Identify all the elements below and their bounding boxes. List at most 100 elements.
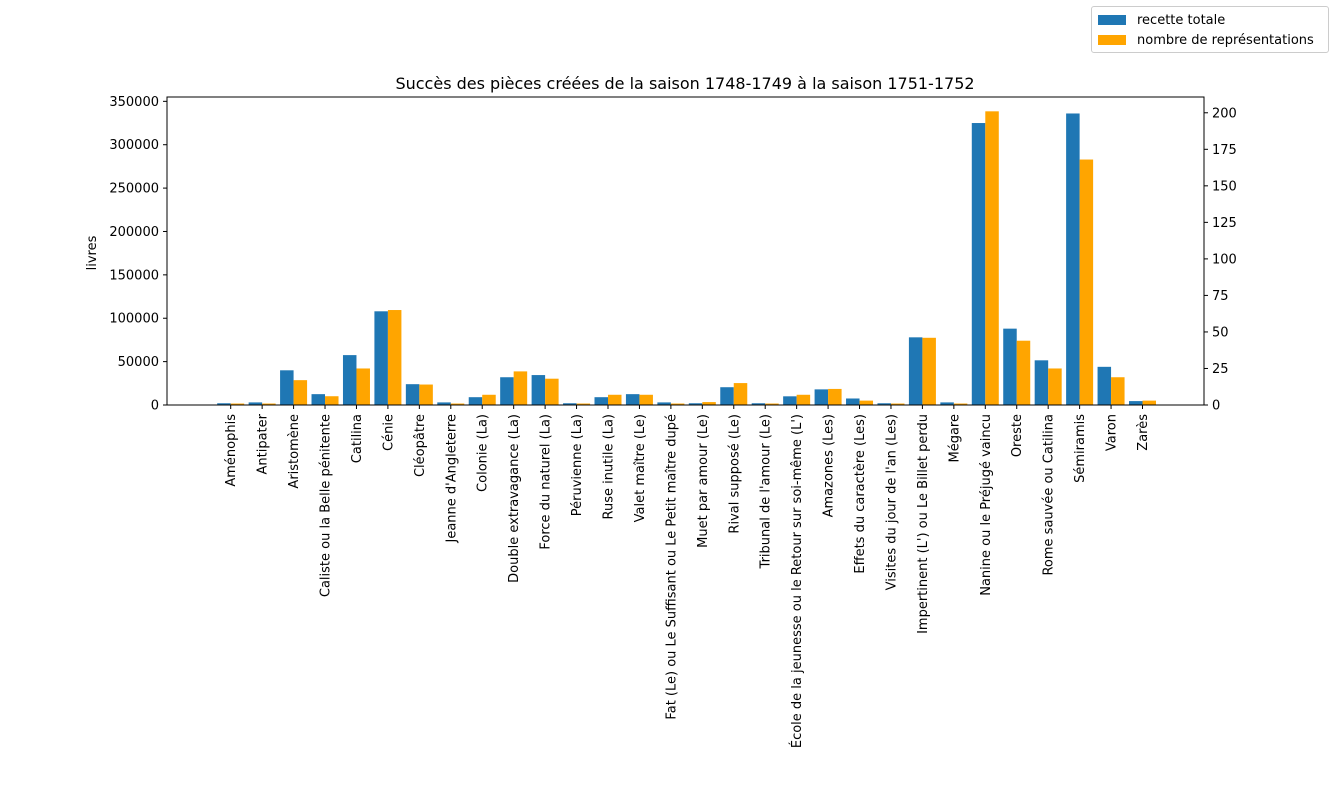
x-tick-label-23: Mégare <box>947 414 962 463</box>
bar-recette-28 <box>1097 366 1112 405</box>
bar-recette-9 <box>500 377 514 405</box>
bar-recette-23 <box>940 402 954 405</box>
bar-representations-14 <box>670 403 685 405</box>
x-tick-label-0: Aménophis <box>224 414 239 487</box>
bar-representations-9 <box>513 371 528 405</box>
x-tick-label-26: Rome sauvée ou Catilina <box>1042 414 1057 576</box>
x-tick-label-4: Catilina <box>350 414 365 463</box>
bar-recette-3 <box>311 394 326 405</box>
x-tick-label-19: Amazones (Les) <box>822 414 837 517</box>
bar-recette-5 <box>374 311 388 405</box>
x-tick-label-5: Cénie <box>381 414 396 451</box>
x-tick-label-28: Varon <box>1105 414 1120 451</box>
x-tick-label-12: Ruse inutile (La) <box>602 414 617 520</box>
bar-recette-18 <box>783 396 797 405</box>
bar-representations-15 <box>702 402 716 405</box>
bar-recette-7 <box>437 402 451 405</box>
x-tick-label-18: École de la jeunesse ou le Retour sur so… <box>789 414 805 748</box>
legend-label-representations: nombre de représentations <box>1137 32 1314 48</box>
bar-representations-1 <box>262 403 276 405</box>
legend-label-recette: recette totale <box>1137 12 1226 28</box>
bar-recette-24 <box>971 123 986 405</box>
bar-representations-8 <box>482 394 496 405</box>
x-tick-label-14: Fat (Le) ou Le Suffisant ou Le Petit maî… <box>664 414 679 720</box>
y-tick-label-2: 100000 <box>109 312 159 327</box>
bar-representations-6 <box>419 384 433 405</box>
bar-representations-16 <box>733 383 748 405</box>
y-right-tick-label-4: 100 <box>1212 252 1237 267</box>
legend-swatch-recette <box>1098 15 1126 25</box>
x-tick-label-2: Aristomène <box>287 414 302 489</box>
x-tick-label-13: Valet maître (Le) <box>633 414 648 522</box>
bar-recette-13 <box>625 394 640 405</box>
bar-recette-14 <box>657 402 671 405</box>
bar-representations-24 <box>985 111 999 405</box>
y-tick-label-0: 0 <box>151 399 159 414</box>
x-tick-label-10: Force du naturel (La) <box>539 414 554 550</box>
bar-recette-12 <box>594 397 608 405</box>
bar-representations-13 <box>639 394 653 405</box>
bar-representations-17 <box>765 403 779 405</box>
bar-recette-29 <box>1129 401 1143 405</box>
x-tick-label-16: Rival supposé (Le) <box>727 414 742 534</box>
bar-recette-0 <box>217 403 231 405</box>
y-right-tick-label-3: 75 <box>1212 289 1229 304</box>
y-right-tick-label-5: 125 <box>1212 216 1237 231</box>
x-tick-label-11: Péruvienne (La) <box>570 414 585 516</box>
y-right-tick-label-1: 25 <box>1212 362 1229 377</box>
bar-representations-26 <box>1048 368 1062 405</box>
y-tick-label-6: 300000 <box>109 138 159 153</box>
y-tick-label-3: 150000 <box>109 268 159 283</box>
bar-representations-19 <box>828 388 842 405</box>
bar-recette-25 <box>1003 328 1017 405</box>
legend: recette totale nombre de représentations <box>1091 6 1329 53</box>
bar-representations-4 <box>356 368 370 405</box>
bar-representations-29 <box>1142 400 1156 405</box>
bar-recette-11 <box>563 403 577 405</box>
bar-representations-5 <box>387 310 402 405</box>
y-tick-label-4: 200000 <box>109 225 159 240</box>
bar-recette-4 <box>342 355 357 405</box>
bar-representations-2 <box>293 380 308 405</box>
bar-representations-7 <box>450 403 465 405</box>
bar-recette-6 <box>405 384 420 405</box>
bar-recette-1 <box>248 402 263 405</box>
bar-representations-25 <box>1016 340 1031 405</box>
bar-representations-0 <box>230 403 245 405</box>
legend-swatch-representations <box>1098 35 1126 45</box>
y-right-tick-label-0: 0 <box>1212 399 1220 414</box>
y-right-tick-label-2: 50 <box>1212 325 1229 340</box>
bar-representations-12 <box>608 394 622 405</box>
bar-representations-20 <box>859 400 874 405</box>
bar-representations-22 <box>922 337 936 405</box>
bars-group <box>217 111 1156 405</box>
x-tick-label-9: Double extravagance (La) <box>507 414 522 583</box>
bar-recette-16 <box>720 387 734 405</box>
bar-recette-8 <box>468 397 483 405</box>
bar-recette-19 <box>814 389 829 405</box>
x-tick-label-7: Jeanne d'Angleterre <box>444 414 459 544</box>
x-tick-label-22: Impertinent (L') ou Le Billet perdu <box>916 414 931 634</box>
x-tick-label-17: Tribunal de l'amour (Le) <box>759 414 774 569</box>
bar-representations-23 <box>953 403 968 405</box>
bar-recette-10 <box>531 375 546 405</box>
x-tick-label-3: Caliste ou la Belle pénitente <box>319 414 334 597</box>
y-right-tick-label-7: 175 <box>1212 143 1237 158</box>
chart-title: Succès des pièces créées de la saison 17… <box>395 74 974 93</box>
x-tick-label-1: Antipater <box>256 413 271 474</box>
y-right-tick-label-8: 200 <box>1212 106 1237 121</box>
y-tick-label-1: 50000 <box>118 355 159 370</box>
bar-recette-26 <box>1034 360 1049 405</box>
x-tick-label-25: Oreste <box>1010 414 1025 457</box>
x-tick-label-27: Sémiramis <box>1073 414 1088 483</box>
x-tick-label-6: Cléopâtre <box>413 414 428 477</box>
x-tick-label-24: Nanine ou le Préjugé vaincu <box>979 414 994 596</box>
y-tick-label-5: 250000 <box>109 182 159 197</box>
bar-recette-21 <box>877 403 891 405</box>
bar-recette-15 <box>688 403 703 405</box>
y-right-tick-label-6: 150 <box>1212 179 1237 194</box>
x-tick-label-21: Visites du jour de l'an (Les) <box>884 414 899 590</box>
bar-recette-27 <box>1066 113 1080 405</box>
x-tick-label-15: Muet par amour (Le) <box>696 414 711 548</box>
